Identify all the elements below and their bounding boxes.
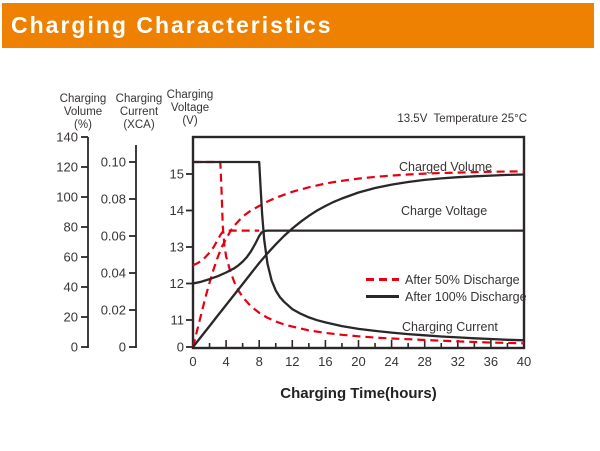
- x-tick-label: 36: [484, 354, 498, 369]
- x-tick-label: 8: [256, 354, 263, 369]
- current-tick-label: 0: [119, 340, 126, 355]
- voltage-tick-label: 0: [177, 340, 184, 355]
- dashed-line-swatch: [366, 278, 399, 281]
- current-axis-title: Charging Current (XCA): [115, 93, 163, 131]
- x-tick-label: 12: [285, 354, 299, 369]
- voltage-tick-label: 11: [171, 313, 185, 328]
- x-tick-label: 24: [384, 354, 398, 369]
- condition-annotation: 13.5V Temperature 25°C: [397, 113, 527, 125]
- legend: After 50% Discharge After 100% Discharge: [366, 271, 527, 305]
- charge-voltage-label: Charge Voltage: [401, 204, 488, 218]
- title-bar: Charging Characteristics: [2, 3, 594, 48]
- series-charge-voltage-100: [192, 229, 524, 285]
- voltage-tick-label: 12: [170, 276, 184, 291]
- volume-tick-label: 100: [56, 190, 78, 205]
- current-tick-label: 0.04: [101, 266, 126, 281]
- x-tick-label: 20: [351, 354, 365, 369]
- series-charge-voltage-50: [192, 229, 260, 267]
- legend-item-100-discharge: After 100% Discharge: [366, 288, 527, 305]
- current-tick-label: 0.06: [101, 229, 126, 244]
- volume-axis-title: Charging Volume (%): [59, 93, 107, 131]
- volume-tick-label: 0: [71, 340, 78, 355]
- series-charging-current-100: [193, 160, 525, 342]
- x-tick-label: 0: [189, 354, 196, 369]
- current-tick-label: 0.08: [101, 192, 126, 207]
- voltage-tick-label: 14: [170, 203, 184, 218]
- legend-label: After 50% Discharge: [405, 272, 520, 287]
- x-tick-label: 16: [318, 354, 332, 369]
- charged-volume-label: Charged Volume: [399, 160, 493, 174]
- solid-line-swatch: [366, 295, 399, 298]
- voltage-axis-title: Charging Voltage (V): [166, 89, 214, 127]
- x-axis-title: Charging Time(hours): [280, 385, 437, 402]
- voltage-tick-label: 15: [170, 167, 184, 182]
- series-charged-volume-50: [191, 170, 525, 348]
- x-tick-label: 28: [417, 354, 431, 369]
- series-charging-current-50: [193, 160, 525, 345]
- legend-item-50-discharge: After 50% Discharge: [366, 271, 527, 288]
- plot-border: [191, 135, 526, 350]
- volume-tick-label: 60: [64, 250, 78, 265]
- x-tick-label: 40: [517, 354, 531, 369]
- volume-tick-label: 40: [64, 280, 78, 295]
- legend-label: After 100% Discharge: [405, 289, 527, 304]
- page-title: Charging Characteristics: [11, 12, 333, 38]
- charging-current-label: Charging Current: [402, 320, 498, 334]
- x-tick-label: 4: [222, 354, 229, 369]
- current-tick-label: 0.02: [101, 303, 126, 318]
- volume-tick-label: 80: [64, 220, 78, 235]
- volume-tick-label: 20: [64, 310, 78, 325]
- voltage-tick-label: 13: [170, 240, 184, 255]
- current-tick-label: 0.10: [101, 155, 126, 170]
- volume-tick-label: 120: [56, 160, 78, 175]
- series-charged-volume-100: [192, 173, 525, 348]
- volume-tick-label: 140: [56, 130, 78, 145]
- x-tick-label: 32: [451, 354, 465, 369]
